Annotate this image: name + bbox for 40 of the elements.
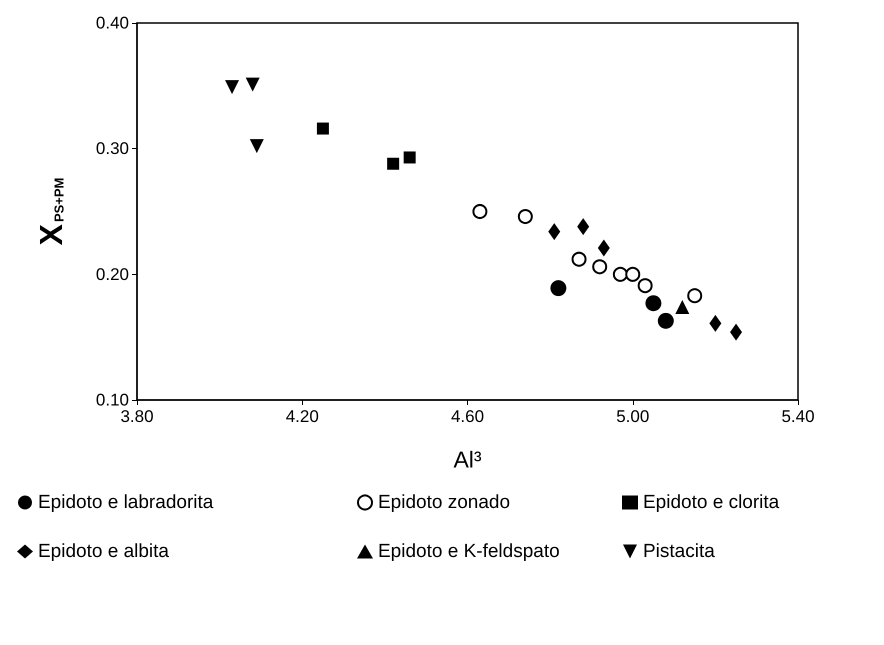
point xyxy=(645,295,662,312)
legend-label: Epidoto e albita xyxy=(38,541,170,562)
point xyxy=(472,204,488,219)
legend-label: Epidoto e K-feldspato xyxy=(378,541,560,562)
legend-label: Epidoto zonado xyxy=(378,492,510,513)
x-tick-label: 3.80 xyxy=(120,407,154,426)
y-tick-label: 0.10 xyxy=(96,390,129,410)
point xyxy=(550,280,566,296)
x-axis-title: Al³ xyxy=(453,446,482,472)
point xyxy=(387,158,400,170)
legend-label: Epidoto e clorita xyxy=(643,492,780,513)
point xyxy=(612,266,628,282)
point xyxy=(404,151,416,164)
point xyxy=(548,223,560,240)
point xyxy=(658,312,674,329)
y-axis-title: XPS+PM xyxy=(33,178,69,246)
y-tick-label: 0.40 xyxy=(96,14,129,32)
x-tick-label: 5.00 xyxy=(616,407,650,426)
point xyxy=(592,259,608,274)
point xyxy=(675,300,690,314)
point xyxy=(625,266,640,282)
point xyxy=(250,139,264,154)
x-tick-label: 4.20 xyxy=(286,407,319,426)
point xyxy=(598,239,610,256)
point xyxy=(709,314,722,332)
legend-label: Pistacita xyxy=(643,541,716,562)
legend-label: Epidoto e labradorita xyxy=(38,492,214,513)
point xyxy=(246,78,260,92)
point xyxy=(225,80,240,94)
x-tick-label: 5.40 xyxy=(781,407,815,426)
point xyxy=(730,324,742,341)
point xyxy=(687,288,702,304)
point xyxy=(518,209,533,224)
point xyxy=(572,252,587,267)
x-tick-label: 4.60 xyxy=(450,407,484,426)
y-tick-label: 0.30 xyxy=(96,139,129,158)
point xyxy=(577,218,590,236)
point xyxy=(638,278,653,294)
y-tick-label: 0.20 xyxy=(96,264,129,284)
point xyxy=(316,122,329,135)
